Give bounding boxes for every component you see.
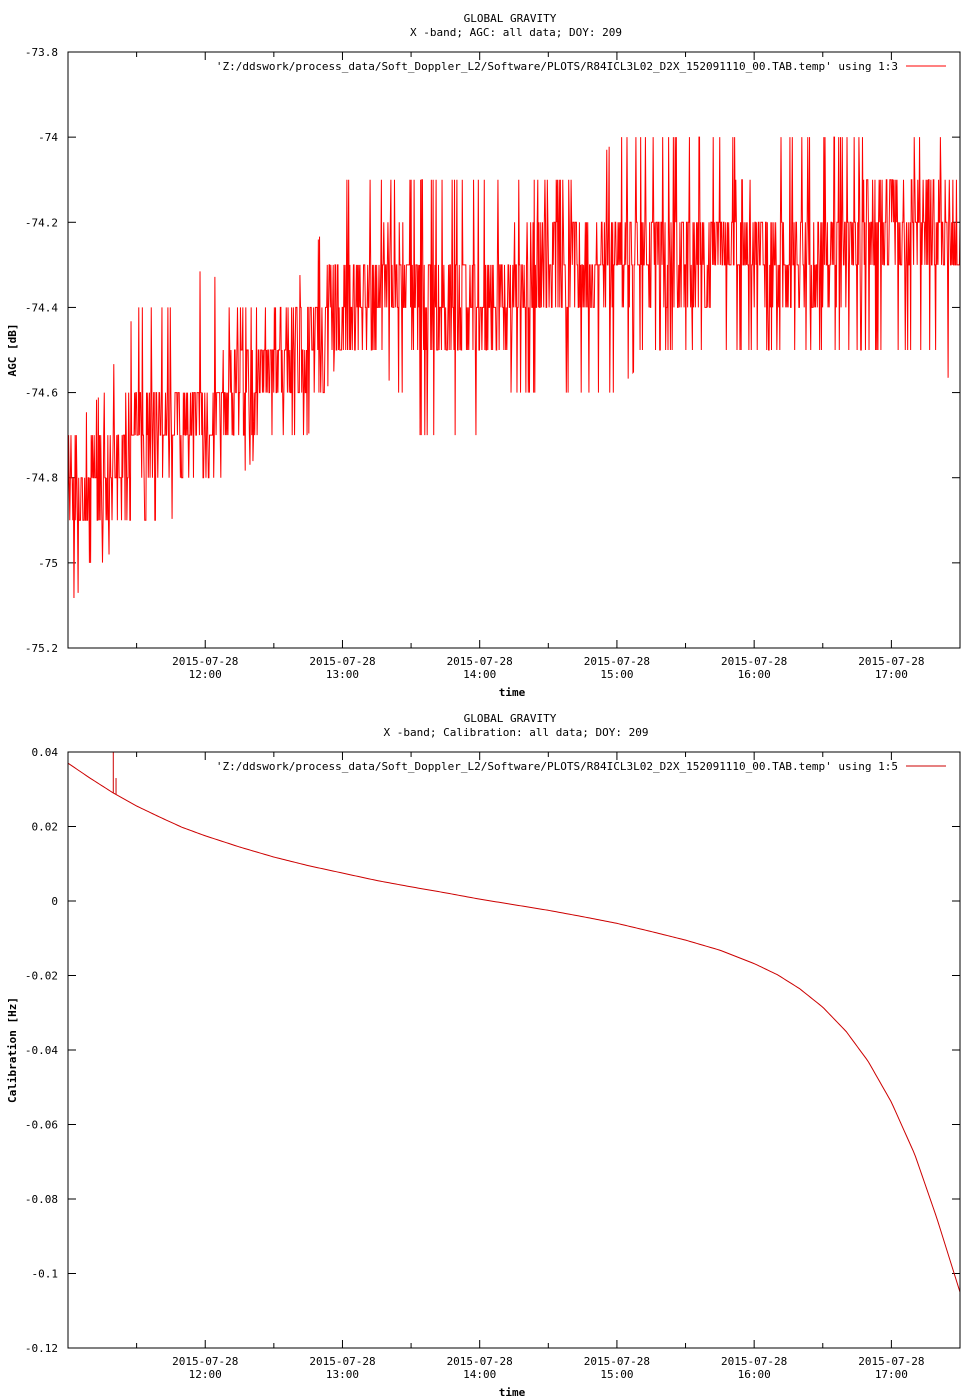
calibration-x-tick-date: 2015-07-28 <box>447 1355 513 1368</box>
agc-x-tick-date: 2015-07-28 <box>721 655 787 668</box>
calibration-x-tick-date: 2015-07-28 <box>172 1355 238 1368</box>
calibration-series-line <box>67 762 961 1293</box>
agc-y-tick-label: -74.8 <box>25 472 58 485</box>
calibration-x-tick-time: 15:00 <box>600 1368 633 1381</box>
calibration-x-ticks: 2015-07-2812:002015-07-2813:002015-07-28… <box>136 752 925 1381</box>
calibration-x-tick-time: 12:00 <box>189 1368 222 1381</box>
agc-x-tick-date: 2015-07-28 <box>858 655 924 668</box>
calibration-x-tick-date: 2015-07-28 <box>309 1355 375 1368</box>
agc-y-tick-label: -74.2 <box>25 216 58 229</box>
agc-x-axis-label: time <box>499 686 526 699</box>
calibration-y-tick-label: -0.08 <box>25 1193 58 1206</box>
agc-x-tick-time: 14:00 <box>463 668 496 681</box>
calibration-x-tick-time: 14:00 <box>463 1368 496 1381</box>
calibration-y-tick-label: 0 <box>51 895 58 908</box>
agc-plot-area <box>67 136 961 599</box>
agc-plot-frame <box>67 51 961 649</box>
agc-y-tick-label: -75 <box>38 557 58 570</box>
calibration-chart-subtitle: X -band; Calibration: all data; DOY: 209 <box>384 726 649 739</box>
agc-legend-label: 'Z:/ddswork/process_data/Soft_Doppler_L2… <box>216 60 898 73</box>
calibration-y-tick-label: -0.06 <box>25 1119 58 1132</box>
agc-x-tick-date: 2015-07-28 <box>584 655 650 668</box>
calibration-legend-label: 'Z:/ddswork/process_data/Soft_Doppler_L2… <box>216 760 898 773</box>
agc-y-tick-label: -73.8 <box>25 46 58 59</box>
agc-y-ticks: -73.8 -74 -74.2 -74.4 -74.6 -74.8 -75 -75.2 <box>25 46 960 655</box>
agc-x-ticks: 2015-07-2812:002015-07-2813:002015-07-28… <box>136 52 925 681</box>
calibration-x-tick-time: 13:00 <box>326 1368 359 1381</box>
agc-y-tick-label: -74.6 <box>25 387 58 400</box>
calibration-x-tick-date: 2015-07-28 <box>858 1355 924 1368</box>
calibration-y-ticks: 0.04 0.02 0 -0.02 -0.04 -0.06 -0.08 -0.1 -0.12 <box>25 746 960 1355</box>
agc-y-axis-label: AGC [dB] <box>6 324 19 377</box>
agc-x-tick-date: 2015-07-28 <box>172 655 238 668</box>
agc-chart-title: GLOBAL GRAVITY <box>464 12 557 25</box>
calibration-y-tick-label: -0.04 <box>25 1044 58 1057</box>
agc-y-tick-label: -74 <box>38 131 58 144</box>
calibration-spikes <box>112 752 117 795</box>
calibration-chart-title: GLOBAL GRAVITY <box>464 712 557 725</box>
calibration-x-axis-label: time <box>499 1386 526 1399</box>
calibration-y-axis-label: Calibration [Hz] <box>6 997 19 1103</box>
calibration-plot-area <box>67 752 961 1293</box>
agc-legend: 'Z:/ddswork/process_data/Soft_Doppler_L2… <box>216 60 946 73</box>
calibration-y-tick-label: 0.04 <box>32 746 59 759</box>
calibration-y-tick-label: 0.02 <box>32 821 59 834</box>
calibration-legend: 'Z:/ddswork/process_data/Soft_Doppler_L2… <box>216 760 946 773</box>
agc-x-tick-time: 17:00 <box>875 668 908 681</box>
calibration-plot-frame <box>67 751 961 1349</box>
agc-chart: GLOBAL GRAVITY X -band; AGC: all data; D… <box>6 12 961 699</box>
calibration-x-tick-time: 16:00 <box>738 1368 771 1381</box>
agc-x-tick-time: 15:00 <box>600 668 633 681</box>
calibration-y-tick-label: -0.02 <box>25 970 58 983</box>
calibration-y-tick-label: -0.12 <box>25 1342 58 1355</box>
agc-x-tick-date: 2015-07-28 <box>447 655 513 668</box>
calibration-x-tick-time: 17:00 <box>875 1368 908 1381</box>
agc-y-tick-label: -75.2 <box>25 642 58 655</box>
agc-x-tick-time: 16:00 <box>738 668 771 681</box>
calibration-chart: GLOBAL GRAVITY X -band; Calibration: all… <box>6 712 961 1399</box>
calibration-x-tick-date: 2015-07-28 <box>584 1355 650 1368</box>
agc-x-tick-date: 2015-07-28 <box>309 655 375 668</box>
agc-x-tick-time: 13:00 <box>326 668 359 681</box>
agc-x-tick-time: 12:00 <box>189 668 222 681</box>
calibration-x-tick-date: 2015-07-28 <box>721 1355 787 1368</box>
agc-chart-subtitle: X -band; AGC: all data; DOY: 209 <box>410 26 622 39</box>
agc-series-line <box>67 136 961 599</box>
calibration-y-tick-label: -0.1 <box>32 1268 59 1281</box>
agc-y-tick-label: -74.4 <box>25 301 58 314</box>
